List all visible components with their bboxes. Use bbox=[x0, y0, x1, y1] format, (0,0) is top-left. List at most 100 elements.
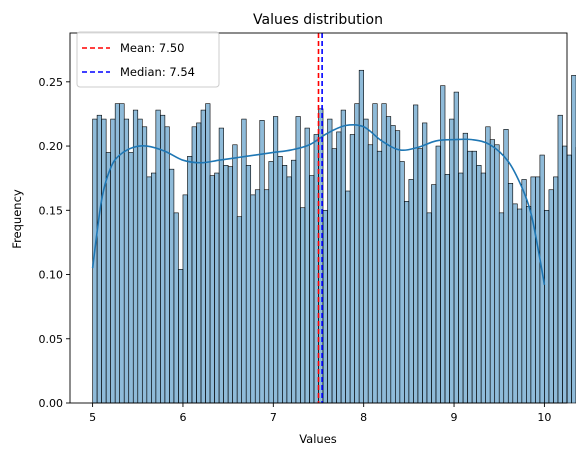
histogram-bar bbox=[503, 129, 509, 404]
histogram-bar bbox=[178, 269, 184, 404]
histogram-bar bbox=[530, 176, 536, 404]
histogram-bar bbox=[458, 172, 464, 404]
y-axis: 0.00 0.05 0.10 0.15 0.20 0.25 bbox=[39, 76, 70, 410]
histogram-bar bbox=[571, 75, 576, 404]
histogram-bar bbox=[105, 152, 111, 404]
histogram-bar bbox=[182, 194, 188, 404]
histogram-bar bbox=[376, 150, 383, 404]
histogram-bar bbox=[214, 172, 220, 404]
histogram-bar bbox=[444, 174, 450, 404]
histogram-bar bbox=[223, 165, 229, 404]
histogram-bar bbox=[494, 144, 500, 404]
histogram-bar bbox=[395, 130, 401, 404]
legend: Mean: 7.50 Median: 7.54 bbox=[76, 31, 220, 88]
histogram-bar bbox=[336, 131, 342, 404]
histogram-bar bbox=[390, 125, 396, 404]
histogram-bar bbox=[173, 212, 179, 404]
histogram-bar bbox=[187, 156, 193, 404]
histogram-bar bbox=[367, 144, 374, 404]
histogram-bar bbox=[209, 175, 215, 404]
y-tick-label: 0.25 bbox=[39, 76, 64, 89]
histogram-bar bbox=[205, 103, 211, 404]
axes-frame bbox=[69, 32, 568, 404]
histogram-bar bbox=[295, 116, 301, 404]
x-tick-label: 8 bbox=[360, 411, 367, 424]
y-axis-label: Frequency bbox=[10, 189, 24, 249]
histogram-bar bbox=[498, 212, 505, 404]
histogram-bar bbox=[372, 103, 378, 404]
histogram-bar bbox=[155, 109, 161, 404]
histogram-bar bbox=[345, 190, 351, 404]
histogram-bar bbox=[340, 109, 346, 404]
histogram-bar bbox=[557, 114, 563, 404]
histogram-bar bbox=[449, 118, 455, 404]
x-tick-label: 9 bbox=[451, 411, 458, 424]
histogram-bar bbox=[218, 127, 224, 404]
y-tick-label: 0.15 bbox=[39, 204, 64, 217]
x-tick-label: 10 bbox=[537, 411, 551, 424]
histogram-bar bbox=[431, 184, 437, 404]
histogram-bar bbox=[526, 206, 532, 404]
legend-median-label: Median: 7.54 bbox=[120, 65, 195, 79]
histogram-bar bbox=[435, 145, 441, 404]
histogram-bar bbox=[440, 85, 446, 404]
histogram-bar bbox=[196, 122, 202, 404]
histogram-bar bbox=[268, 161, 274, 404]
histogram-bar bbox=[422, 122, 428, 404]
histogram-bar bbox=[282, 165, 288, 404]
histogram-bar bbox=[300, 207, 306, 404]
histogram-bar bbox=[349, 134, 355, 404]
legend-mean-label: Mean: 7.50 bbox=[120, 41, 184, 55]
histogram-bar bbox=[489, 139, 496, 404]
histogram-bar bbox=[331, 148, 337, 404]
histogram-bar bbox=[304, 127, 310, 404]
y-tick-label: 0.20 bbox=[39, 140, 64, 153]
histogram-bar bbox=[151, 172, 157, 404]
histogram-bar bbox=[462, 132, 468, 404]
histogram-bar bbox=[404, 200, 410, 404]
x-axis-label: Values bbox=[299, 432, 337, 446]
histogram-bar bbox=[160, 114, 166, 404]
histogram-bar bbox=[169, 168, 175, 404]
histogram-bar bbox=[128, 152, 134, 404]
histogram-bar bbox=[521, 179, 527, 404]
histogram-bar bbox=[562, 145, 568, 404]
histogram-bar bbox=[381, 103, 387, 404]
histogram-bar bbox=[263, 189, 270, 404]
histogram-bar bbox=[96, 114, 102, 404]
x-axis: 5 6 7 8 9 10 bbox=[89, 403, 551, 424]
histogram-bar bbox=[277, 156, 283, 404]
histogram-bar bbox=[259, 120, 265, 404]
histogram-bar bbox=[114, 103, 120, 404]
x-tick-label: 6 bbox=[179, 411, 186, 424]
histogram-bar bbox=[241, 118, 247, 404]
histogram-bar bbox=[417, 148, 423, 404]
histogram-bar bbox=[254, 189, 261, 404]
histogram-bar bbox=[566, 154, 572, 404]
legend-box bbox=[76, 31, 220, 88]
histogram-bar bbox=[385, 116, 392, 404]
plot-area bbox=[69, 32, 576, 404]
histogram-bar bbox=[132, 109, 139, 404]
histogram-bar bbox=[232, 144, 238, 404]
histogram-bar bbox=[119, 103, 125, 404]
histogram-bar bbox=[273, 116, 279, 404]
histogram-bar bbox=[476, 165, 482, 404]
histogram-bar bbox=[141, 126, 148, 404]
histogram-bar bbox=[413, 104, 419, 404]
histogram-bar bbox=[516, 208, 523, 404]
histogram-bar bbox=[426, 212, 432, 404]
histogram-bar bbox=[227, 166, 233, 404]
histogram-bar bbox=[200, 109, 206, 404]
y-tick-label: 0.00 bbox=[39, 397, 64, 410]
reference-lines bbox=[317, 33, 323, 403]
x-tick-label: 5 bbox=[89, 411, 96, 424]
histogram-bar bbox=[137, 118, 143, 404]
histogram-bar bbox=[399, 161, 405, 404]
histogram-bar bbox=[250, 194, 256, 404]
histogram-bar bbox=[236, 216, 242, 404]
histogram-bar bbox=[309, 175, 315, 404]
histogram-bar bbox=[535, 176, 541, 404]
y-tick-label: 0.05 bbox=[39, 333, 64, 346]
